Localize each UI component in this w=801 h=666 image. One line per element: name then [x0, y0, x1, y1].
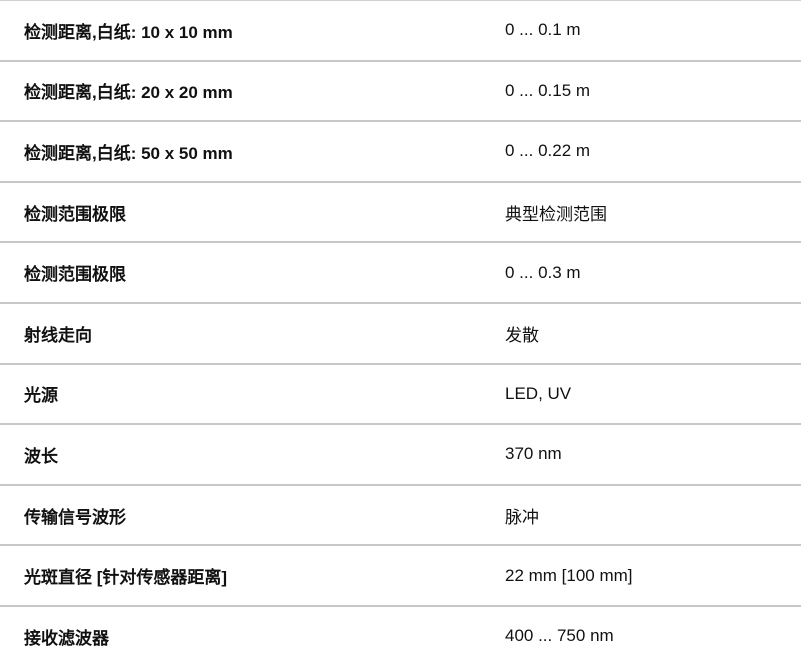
spec-label: 接收滤波器 — [24, 628, 109, 648]
spec-row: 检测距离,白纸: 10 x 10 mm 0 ... 0.1 m — [0, 1, 801, 62]
spec-label: 光斑直径 [针对传感器距离] — [24, 568, 228, 588]
spec-row: 检测距离,白纸: 50 x 50 mm 0 ... 0.22 m — [0, 122, 801, 183]
spec-value: 400 ... 750 nm — [505, 626, 614, 646]
spec-row: 检测范围极限 0 ... 0.3 m — [0, 243, 801, 304]
spec-label: 检测范围极限 — [24, 265, 126, 285]
spec-row: 传输信号波形 脉冲 — [0, 486, 801, 547]
spec-label: 检测距离,白纸: 10 x 10 mm — [24, 22, 233, 42]
spec-row: 波长 370 nm — [0, 425, 801, 486]
spec-row: 光斑直径 [针对传感器距离] 22 mm [100 mm] — [0, 546, 801, 607]
spec-row: 检测距离,白纸: 20 x 20 mm 0 ... 0.15 m — [0, 62, 801, 123]
spec-value: 0 ... 0.22 m — [505, 141, 591, 161]
spec-label: 检测距离,白纸: 50 x 50 mm — [24, 143, 233, 163]
spec-value: 典型检测范围 — [505, 204, 607, 224]
spec-label: 光源 — [24, 386, 58, 406]
spec-value: 发散 — [505, 325, 539, 345]
spec-value: 0 ... 0.15 m — [505, 80, 591, 100]
spec-value: LED, UV — [505, 383, 572, 403]
spec-row: 光源 LED, UV — [0, 365, 801, 426]
spec-label: 检测距离,白纸: 20 x 20 mm — [24, 83, 233, 103]
spec-value: 22 mm [100 mm] — [505, 565, 633, 585]
spec-label: 检测范围极限 — [24, 204, 126, 224]
spec-row: 检测范围极限 典型检测范围 — [0, 183, 801, 244]
spec-label: 射线走向 — [24, 325, 92, 345]
spec-label: 传输信号波形 — [24, 507, 126, 527]
spec-value: 0 ... 0.1 m — [505, 20, 581, 40]
spec-label: 波长 — [24, 446, 58, 466]
spec-value: 370 nm — [505, 444, 562, 464]
spec-value: 脉冲 — [505, 507, 539, 527]
spec-row: 接收滤波器 400 ... 750 nm — [0, 607, 801, 666]
spec-value: 0 ... 0.3 m — [505, 262, 581, 282]
spec-row: 射线走向 发散 — [0, 304, 801, 365]
